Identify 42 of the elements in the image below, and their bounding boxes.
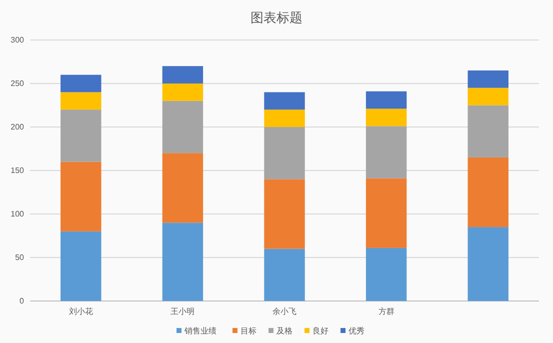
bar bbox=[264, 179, 305, 249]
bar bbox=[60, 74, 102, 92]
y-tick-label: 250 bbox=[10, 79, 25, 88]
bar bbox=[366, 108, 407, 126]
bar bbox=[264, 127, 305, 180]
bar bbox=[60, 110, 102, 162]
x-tick-label: 余小飞 bbox=[272, 307, 296, 316]
chart-title: 图表标题 bbox=[250, 10, 302, 25]
y-tick-label: 200 bbox=[10, 122, 25, 132]
legend-label: 销售业绩 bbox=[184, 326, 216, 336]
bar bbox=[162, 100, 204, 154]
bar bbox=[264, 92, 305, 110]
y-tick-label: 50 bbox=[15, 253, 25, 262]
y-tick-label: 0 bbox=[20, 296, 25, 306]
bar bbox=[60, 162, 102, 232]
y-tick-label: 100 bbox=[10, 210, 25, 219]
bar bbox=[468, 227, 508, 301]
bar bbox=[468, 105, 508, 158]
bar bbox=[162, 153, 204, 223]
legend-label: 目标 bbox=[240, 326, 256, 336]
bar bbox=[60, 231, 102, 301]
bar bbox=[468, 157, 508, 228]
bar bbox=[162, 84, 204, 101]
bar bbox=[162, 66, 204, 84]
x-tick-label: 方群 bbox=[378, 307, 394, 316]
bar bbox=[366, 126, 407, 178]
bar bbox=[60, 92, 102, 110]
bar bbox=[366, 91, 407, 109]
legend-label: 良好 bbox=[312, 326, 328, 336]
bar bbox=[468, 70, 508, 88]
x-tick-label: 刘小花 bbox=[68, 307, 93, 316]
legend-label: 优秀 bbox=[348, 326, 364, 336]
bar bbox=[264, 110, 305, 127]
bar bbox=[162, 222, 204, 301]
bar bbox=[366, 248, 407, 301]
bar bbox=[264, 248, 305, 301]
y-tick-label: 300 bbox=[10, 36, 25, 45]
x-tick-label: 王小明 bbox=[170, 307, 195, 316]
y-tick-label: 150 bbox=[10, 166, 25, 176]
bar bbox=[366, 178, 407, 248]
bar bbox=[468, 88, 508, 106]
legend-label: 及格 bbox=[276, 326, 292, 336]
